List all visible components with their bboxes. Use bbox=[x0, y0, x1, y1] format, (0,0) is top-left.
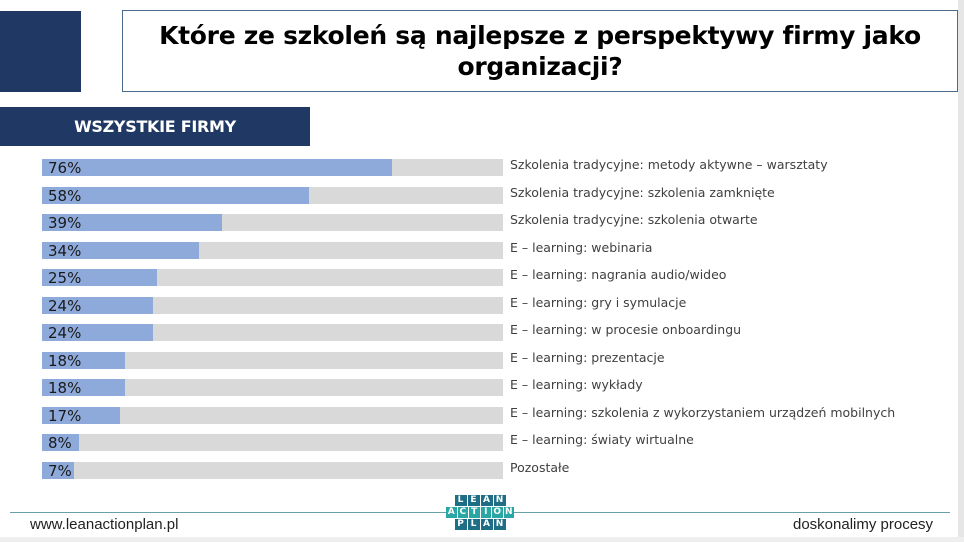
category-label: E – learning: wykłady bbox=[510, 377, 643, 392]
logo-letter-tile: N bbox=[493, 495, 506, 506]
category-label: Pozostałe bbox=[510, 459, 570, 475]
bar-fill bbox=[42, 296, 153, 314]
category-label: E – learning: w procesie onboardingu bbox=[510, 322, 742, 337]
bar-fill bbox=[42, 186, 310, 204]
logo-letter-tile: E bbox=[467, 495, 480, 506]
logo-letter-tile: O bbox=[492, 507, 503, 518]
value-label: 24% bbox=[48, 296, 82, 315]
bar-track bbox=[42, 296, 503, 314]
category-label: E – learning: nagrania audio/wideo bbox=[510, 267, 727, 282]
value-label: 76% bbox=[48, 159, 82, 177]
bar-fill bbox=[42, 159, 393, 176]
logo-letter-tile: L bbox=[454, 495, 467, 506]
bar-track bbox=[42, 406, 503, 424]
title-box: Które ze szkoleń są najlepsze z perspekt… bbox=[122, 10, 958, 92]
bar-fill bbox=[42, 241, 199, 259]
page-title: Które ze szkoleń są najlepsze z perspekt… bbox=[159, 21, 921, 81]
corner-decoration-block bbox=[0, 11, 81, 92]
bar-track bbox=[42, 461, 503, 479]
bar-fill bbox=[42, 214, 222, 231]
bar-fill bbox=[42, 379, 125, 396]
footer-website: www.leanactionplan.pl bbox=[30, 516, 179, 533]
logo-letter-tile: N bbox=[503, 507, 514, 518]
category-label: E – learning: prezentacje bbox=[510, 349, 665, 365]
logo-letter-tile: C bbox=[457, 507, 468, 518]
bar-track bbox=[42, 351, 503, 369]
logo-letter-tile: A bbox=[480, 519, 493, 530]
category-label: E – learning: webinaria bbox=[510, 239, 653, 255]
value-label: 58% bbox=[48, 186, 82, 205]
category-label: Szkolenia tradycyjne: szkolenia zamknięt… bbox=[510, 184, 775, 200]
right-edge-strip bbox=[958, 0, 964, 542]
logo-letter-tile: T bbox=[469, 507, 480, 518]
category-label: E – learning: szkolenia z wykorzystaniem… bbox=[510, 404, 896, 420]
footer-divider-right bbox=[514, 512, 950, 513]
value-label: 7% bbox=[48, 461, 72, 480]
logo-letter-tile: P bbox=[454, 519, 467, 530]
category-label: Szkolenia tradycyjne: metody aktywne – w… bbox=[510, 157, 828, 172]
category-label: E – learning: gry i symulacje bbox=[510, 294, 687, 310]
bar-fill bbox=[42, 351, 125, 369]
bar-fill bbox=[42, 324, 153, 341]
bar-track bbox=[42, 379, 503, 396]
value-label: 18% bbox=[48, 351, 82, 370]
logo-letter-tile: A bbox=[446, 507, 457, 518]
value-label: 8% bbox=[48, 434, 72, 452]
category-label: Szkolenia tradycyjne: szkolenia otwarte bbox=[510, 212, 758, 227]
logo-letter-tile: L bbox=[467, 519, 480, 530]
bar-fill bbox=[42, 406, 121, 424]
bar-fill bbox=[42, 461, 75, 479]
footer-divider-left bbox=[10, 512, 446, 513]
logo-letter-tile: I bbox=[480, 507, 491, 518]
bar-track bbox=[42, 269, 503, 286]
bottom-edge-strip bbox=[0, 537, 964, 542]
category-label: E – learning: światy wirtualne bbox=[510, 432, 694, 447]
bar-fill bbox=[42, 269, 158, 286]
value-label: 17% bbox=[48, 406, 82, 425]
bar-track bbox=[42, 324, 503, 341]
bar-fill bbox=[42, 434, 79, 451]
value-label: 18% bbox=[48, 379, 82, 397]
logo-letter-tile: N bbox=[493, 519, 506, 530]
footer-tagline: doskonalimy procesy bbox=[793, 516, 934, 533]
bar-track bbox=[42, 434, 503, 451]
logo-letter-tile: A bbox=[480, 495, 493, 506]
value-label: 25% bbox=[48, 269, 82, 287]
value-label: 39% bbox=[48, 214, 82, 232]
section-label: WSZYSTKIE FIRMY bbox=[0, 107, 310, 146]
value-label: 34% bbox=[48, 241, 82, 260]
value-label: 24% bbox=[48, 324, 82, 342]
